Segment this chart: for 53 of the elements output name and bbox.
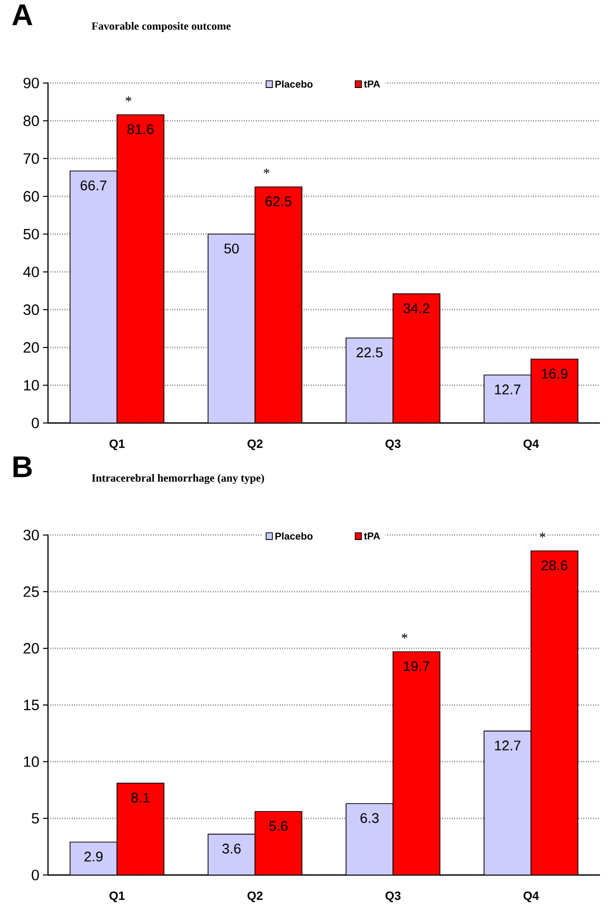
- chart-title: Intracerebral hemorrhage (any type): [92, 474, 264, 484]
- x-tick-label: Q4: [524, 891, 539, 902]
- y-tick-label: 60: [24, 191, 39, 202]
- text: B: [14, 456, 32, 478]
- text: A: [12, 4, 32, 26]
- data-label: 34.2: [403, 303, 430, 314]
- x-tick-label: Q3: [386, 891, 401, 902]
- x-tick-label: Q1: [110, 891, 125, 902]
- y-tick-label: 10: [24, 380, 39, 390]
- data-label: 6.3: [360, 813, 379, 823]
- data-label: 22.5: [356, 347, 383, 358]
- data-label: 12.7: [495, 740, 520, 750]
- data-label: 2.9: [84, 852, 103, 862]
- y-tick-label: 90: [24, 78, 39, 88]
- y-tick-label: 20: [24, 342, 39, 353]
- chart-title: Favorable composite outcome: [92, 22, 231, 32]
- y-tick-label: 80: [24, 115, 39, 126]
- x-tick-label: Q1: [110, 439, 125, 450]
- data-label: 62.5: [266, 196, 292, 206]
- y-tick-label: 20: [24, 643, 39, 654]
- data-label: 50: [224, 244, 239, 254]
- x-tick-label: Q3: [386, 439, 401, 450]
- data-label: 5.6: [269, 821, 288, 831]
- data-label: 3.6: [222, 844, 241, 854]
- data-label: 16.9: [542, 368, 568, 379]
- x-tick-label: Q2: [248, 439, 262, 450]
- legend-label: tPA: [364, 80, 380, 88]
- data-label: 8.1: [131, 792, 150, 803]
- legend-label: tPA: [364, 532, 380, 540]
- y-tick-label: 70: [24, 153, 39, 164]
- annotation: *: [126, 96, 132, 102]
- legend-label: Placebo: [275, 532, 313, 540]
- y-tick-label: 15: [24, 700, 39, 710]
- data-label: 28.6: [542, 560, 568, 570]
- y-tick-label: 25: [24, 586, 39, 597]
- data-label: 81.6: [127, 124, 154, 134]
- y-tick-label: 0: [32, 870, 39, 880]
- y-tick-label: 10: [24, 756, 39, 767]
- annotation: *: [540, 532, 546, 538]
- x-tick-label: Q4: [524, 439, 539, 450]
- y-tick-label: 30: [23, 304, 39, 315]
- y-tick-label: 5: [32, 813, 39, 824]
- legend-label: Placebo: [275, 80, 313, 88]
- annotation: *: [402, 633, 408, 639]
- y-tick-label: 50: [23, 228, 39, 240]
- y-tick-label: 0: [32, 418, 39, 428]
- annotation: *: [264, 168, 270, 174]
- y-tick-label: 40: [23, 266, 39, 278]
- y-tick-label: 30: [23, 530, 39, 540]
- data-label: 19.7: [404, 661, 430, 672]
- data-label: 66.7: [80, 180, 106, 190]
- data-label: 12.7: [495, 384, 520, 394]
- x-tick-label: Q2: [248, 891, 262, 902]
